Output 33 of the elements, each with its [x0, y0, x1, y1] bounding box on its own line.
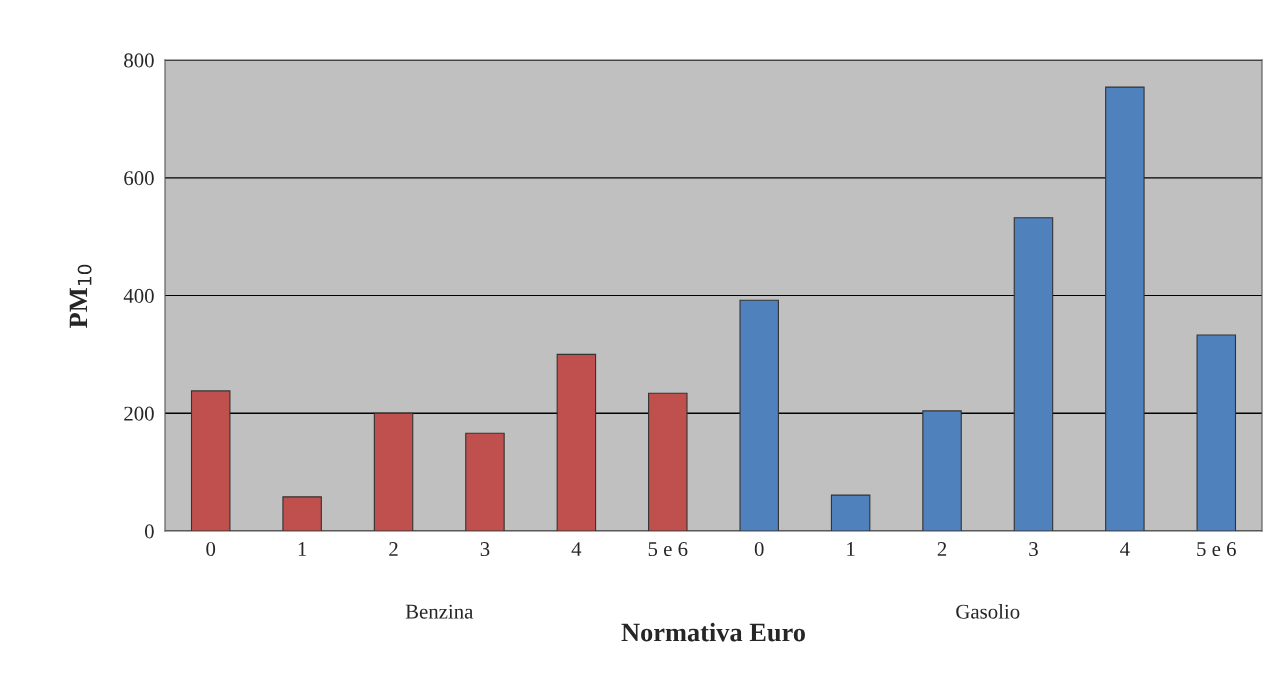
x-tick-label: 2: [389, 542, 398, 556]
y-tick-label: 800: [124, 53, 154, 68]
x-axis-title: Normativa Euro: [621, 622, 805, 642]
bar: [282, 496, 322, 531]
bar: [648, 392, 688, 531]
bar: [556, 353, 597, 531]
bar: [1196, 334, 1237, 531]
x-tick-label: 5 e 6: [1197, 542, 1236, 557]
x-tick-label: 3: [480, 542, 490, 557]
bar: [190, 390, 231, 531]
text: Gasolio: [956, 604, 1020, 619]
y-tick-label: 0: [144, 524, 154, 539]
x-tick-label: 5 e 6: [648, 542, 688, 557]
y-tick-label: 200: [124, 406, 154, 421]
x-tick-label: 4: [1120, 542, 1130, 556]
y-tick-label: 600: [124, 171, 154, 186]
bar: [465, 432, 505, 531]
y-axis-title: PM$_{10}$: [69, 264, 92, 328]
bar: [739, 299, 779, 531]
y-tick-label: 400: [123, 288, 154, 303]
x-tick-label: 0: [206, 542, 216, 557]
bar: [1013, 217, 1054, 531]
bar: [830, 494, 871, 531]
bar: [1105, 86, 1145, 531]
bar: [373, 412, 414, 531]
x-tick-label: 0: [754, 542, 764, 557]
x-tick-label: 4: [571, 542, 582, 556]
text: Benzina: [405, 604, 474, 619]
x-tick-label: 2: [937, 542, 947, 556]
x-tick-label: 3: [1029, 542, 1038, 557]
x-tick-label: 1: [298, 542, 307, 556]
bar: [922, 410, 962, 531]
x-tick-label: 1: [847, 542, 855, 556]
